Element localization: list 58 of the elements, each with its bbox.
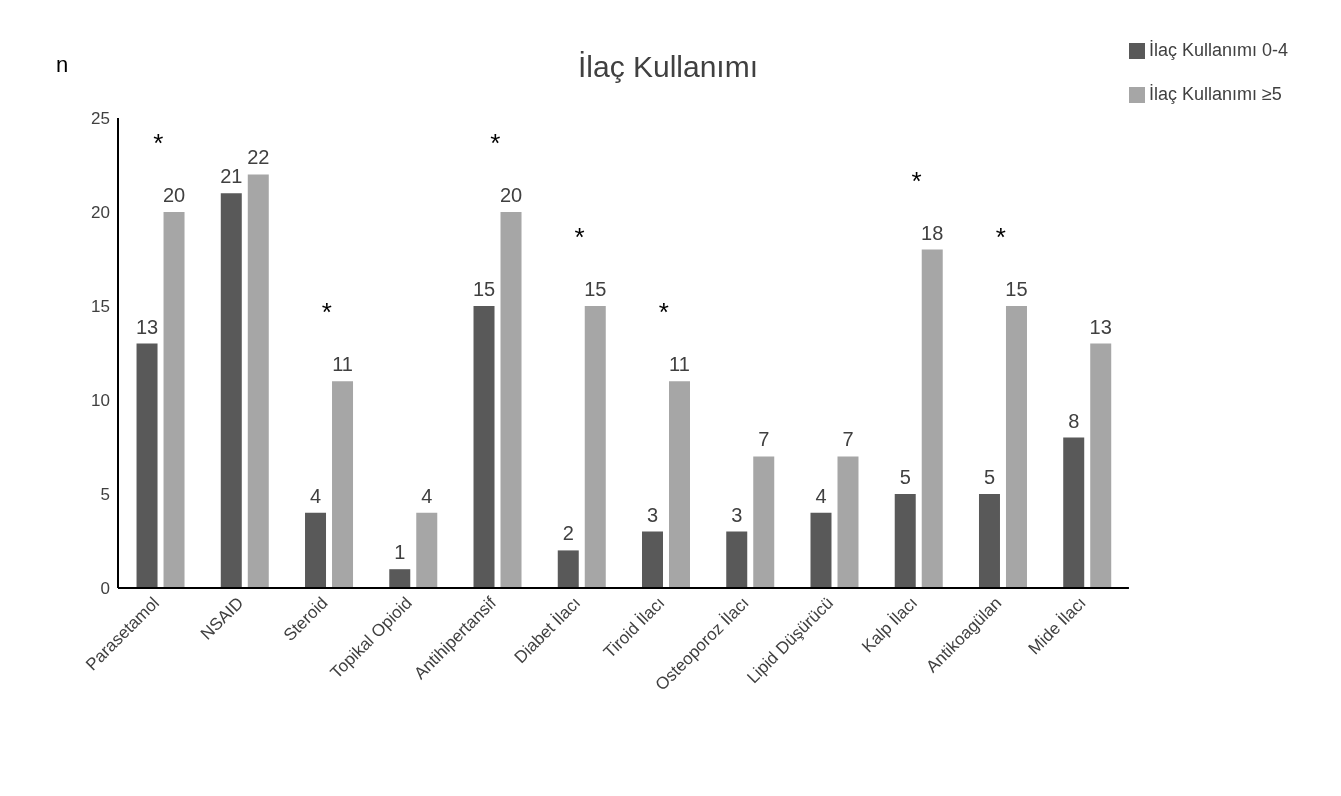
data-label: 3 <box>646 503 659 526</box>
legend-label: İlaç Kullanımı ≥5 <box>1148 84 1282 104</box>
y-tick-label: 20 <box>91 203 110 223</box>
data-label: 22 <box>247 146 270 169</box>
legend-label: İlaç Kullanımı 0-4 <box>1148 40 1288 60</box>
y-tick-label: 5 <box>100 485 110 505</box>
bar <box>837 456 859 588</box>
bar <box>220 193 242 588</box>
y-tick-label: 0 <box>100 579 110 599</box>
data-label: 3 <box>731 503 743 526</box>
bar <box>557 550 579 588</box>
bar <box>1005 306 1027 588</box>
data-label: 1 <box>394 541 406 564</box>
bar <box>1090 343 1112 588</box>
data-label: 7 <box>758 428 770 451</box>
bar <box>136 343 158 588</box>
data-label: * 20 <box>153 128 186 206</box>
bar <box>894 494 916 588</box>
data-label: 21 <box>220 165 243 188</box>
bar <box>332 381 354 588</box>
data-label: 4 <box>815 484 827 507</box>
bar <box>473 306 495 588</box>
bar <box>669 381 690 588</box>
data-label: 8 <box>1068 409 1080 432</box>
data-label: 7 <box>842 428 854 451</box>
bar <box>642 531 663 588</box>
bar <box>416 512 438 588</box>
bar <box>247 174 269 588</box>
chart-title: İlaç Kullanımı <box>577 50 759 83</box>
data-label: * 11 <box>321 297 353 376</box>
data-label: * 20 <box>490 128 523 206</box>
bar <box>389 569 411 588</box>
bar <box>753 456 775 588</box>
data-label: 4 <box>421 484 433 507</box>
y-tick-label: 15 <box>91 297 110 317</box>
data-label: 4 <box>309 484 322 507</box>
y-axis-title: n <box>56 52 69 78</box>
data-label: 5 <box>899 466 911 488</box>
data-label: 13 <box>1089 315 1112 338</box>
bar <box>584 306 606 588</box>
bar <box>921 249 943 588</box>
bar <box>500 212 522 588</box>
data-label: * 18 <box>911 165 944 244</box>
bar <box>726 531 748 588</box>
data-label: * 15 <box>574 222 607 300</box>
bar <box>163 212 185 588</box>
bar <box>978 494 1000 588</box>
data-label: * 15 <box>995 222 1028 300</box>
data-label: 13 <box>135 315 159 338</box>
data-label: 5 <box>983 466 996 488</box>
y-tick-label: 25 <box>91 109 110 129</box>
y-tick-label: 10 <box>91 391 110 411</box>
bar <box>1063 437 1085 588</box>
data-label: * 11 <box>658 297 690 376</box>
data-label: 2 <box>562 522 574 545</box>
data-label: 15 <box>472 278 496 300</box>
bar <box>810 512 832 588</box>
bar <box>305 512 327 588</box>
